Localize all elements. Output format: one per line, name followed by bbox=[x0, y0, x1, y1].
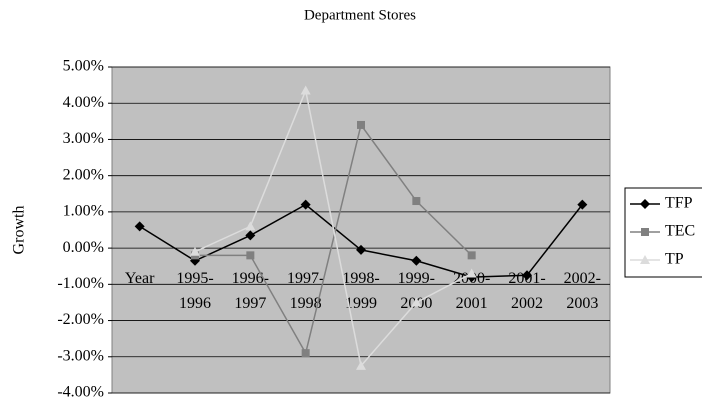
data-point bbox=[412, 197, 421, 206]
data-point bbox=[245, 230, 256, 241]
data-point bbox=[300, 85, 311, 95]
y-tick-label: -3.00% bbox=[57, 347, 104, 364]
data-point bbox=[190, 255, 200, 266]
series-line bbox=[195, 123, 473, 356]
legend-marker bbox=[640, 199, 650, 209]
y-tick-label: 1.00% bbox=[63, 203, 104, 220]
y-tick-label: -4.00% bbox=[57, 384, 104, 401]
y-tick-label: -2.00% bbox=[57, 311, 104, 328]
data-point bbox=[577, 199, 588, 210]
legend-marker bbox=[641, 228, 649, 236]
data-point bbox=[245, 221, 256, 231]
y-tick-label: 4.00% bbox=[63, 94, 104, 111]
y-tick-label: 2.00% bbox=[63, 166, 104, 183]
x-tick-label: 2002-2003 bbox=[564, 270, 601, 312]
data-point bbox=[467, 251, 476, 260]
series-line bbox=[194, 87, 473, 368]
x-tick-label: 1998-1999 bbox=[342, 270, 379, 312]
chart-title: Department Stores bbox=[304, 7, 416, 23]
plot-area bbox=[111, 66, 611, 394]
data-point bbox=[466, 268, 477, 278]
data-point bbox=[411, 297, 422, 307]
x-tick-label: Year bbox=[125, 270, 155, 287]
data-point bbox=[356, 360, 366, 370]
y-tick-label: 3.00% bbox=[63, 130, 104, 147]
legend-label: TFP bbox=[665, 195, 693, 212]
data-point bbox=[301, 349, 310, 358]
data-point bbox=[300, 199, 311, 210]
x-tick-label: 1995-1996 bbox=[176, 270, 213, 312]
data-point bbox=[134, 221, 145, 232]
data-point bbox=[246, 251, 255, 260]
x-tick-label: 1996-1997 bbox=[232, 270, 269, 312]
x-tick-label: 1997-1998 bbox=[287, 270, 324, 312]
data-point bbox=[522, 270, 532, 281]
data-point bbox=[356, 244, 366, 255]
legend-label: TEC bbox=[665, 223, 695, 240]
legend-marker bbox=[640, 255, 650, 264]
data-point bbox=[411, 255, 422, 266]
data-point bbox=[357, 120, 365, 129]
y-tick-label: 5.00% bbox=[63, 58, 104, 75]
y-tick-label: 0.00% bbox=[63, 239, 104, 256]
y-axis-label: Growth bbox=[11, 206, 28, 255]
y-tick-label: -1.00% bbox=[57, 275, 104, 292]
legend-label: TP bbox=[665, 251, 684, 268]
data-point bbox=[190, 246, 200, 256]
